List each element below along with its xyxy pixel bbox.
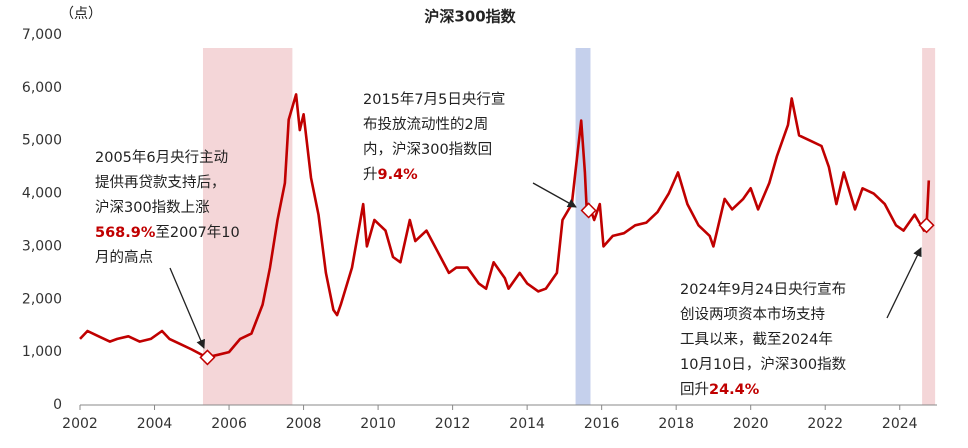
y-tick-label: 3,000 bbox=[22, 238, 62, 254]
x-tick-label: 2014 bbox=[509, 416, 545, 432]
annotation-text: 10月10日，沪深300指数 bbox=[680, 356, 847, 373]
x-tick-label: 2008 bbox=[286, 416, 322, 432]
marker-diamond bbox=[580, 202, 597, 219]
annotation-text: 568.9% bbox=[95, 225, 156, 241]
annotation-line: 创设两项资本市场支持 bbox=[680, 306, 825, 323]
x-tick-label: 2002 bbox=[62, 416, 98, 432]
highlight-span bbox=[575, 48, 591, 405]
annotation-line: 568.9%至2007年10 bbox=[95, 224, 240, 241]
annotation-text: 2015年7月5日央行宣 bbox=[363, 91, 505, 108]
x-tick-label: 2012 bbox=[435, 416, 471, 432]
arrow bbox=[169, 267, 205, 349]
y-unit: （点） bbox=[60, 6, 102, 22]
chart-title: 沪深300指数 bbox=[424, 8, 516, 26]
x-tick-label: 2024 bbox=[882, 416, 918, 432]
annotation-text: 内，沪深300指数回 bbox=[363, 141, 492, 158]
x-tick-label: 2004 bbox=[137, 416, 173, 432]
x-tick-label: 2010 bbox=[360, 416, 396, 432]
annotation-text: 月的高点 bbox=[95, 249, 153, 266]
annotation-line: 提供再贷款支持后， bbox=[95, 174, 226, 191]
y-tick-label: 6,000 bbox=[22, 80, 62, 96]
annotation-line: 2024年9月24日央行宣布 bbox=[680, 281, 846, 298]
annotation-text: 创设两项资本市场支持 bbox=[680, 306, 825, 323]
y-tick-label: 4,000 bbox=[22, 186, 62, 202]
y-tick-label: 2,000 bbox=[22, 291, 62, 307]
annotation-line: 工具以来，截至2024年 bbox=[680, 331, 833, 348]
annotation-text: 提供再贷款支持后， bbox=[95, 174, 226, 191]
annotation-text: 9.4% bbox=[378, 167, 419, 183]
annotation-text: 升 bbox=[363, 166, 378, 183]
y-tick-label: 0 bbox=[53, 397, 62, 413]
arrow bbox=[532, 182, 577, 208]
annotation-line: 沪深300指数上涨 bbox=[95, 199, 210, 216]
annotation-line: 布投放流动性的2周 bbox=[363, 116, 488, 133]
annotation-text: 2005年6月央行主动 bbox=[95, 149, 228, 166]
marker-diamond bbox=[199, 349, 216, 366]
annotation-line: 回升24.4% bbox=[680, 381, 760, 398]
annotation-line: 内，沪深300指数回 bbox=[363, 141, 492, 158]
annotation-line: 2005年6月央行主动 bbox=[95, 149, 228, 166]
annotation-line: 2015年7月5日央行宣 bbox=[363, 91, 505, 108]
index-line bbox=[79, 93, 931, 359]
annotation-line: 月的高点 bbox=[95, 249, 153, 266]
annotation-text: 工具以来，截至2024年 bbox=[680, 331, 833, 348]
marker-diamond bbox=[918, 217, 935, 234]
y-tick-label: 7,000 bbox=[22, 27, 62, 43]
x-tick-label: 2016 bbox=[584, 416, 620, 432]
x-tick-label: 2006 bbox=[211, 416, 247, 432]
annotation-line: 10月10日，沪深300指数 bbox=[680, 356, 847, 373]
y-tick-label: 1,000 bbox=[22, 344, 62, 360]
annotation-text: 布投放流动性的2周 bbox=[363, 116, 488, 133]
annotation-text: 沪深300指数上涨 bbox=[95, 199, 210, 216]
annotation-text: 至2007年10 bbox=[155, 224, 239, 241]
x-tick-label: 2020 bbox=[733, 416, 769, 432]
x-tick-label: 2018 bbox=[658, 416, 694, 432]
x-tick-label: 2022 bbox=[807, 416, 843, 432]
annotation-text: 回升 bbox=[680, 381, 709, 398]
arrow bbox=[886, 247, 922, 319]
annotation-text: 24.4% bbox=[709, 382, 760, 398]
y-tick-label: 5,000 bbox=[22, 133, 62, 149]
annotation-line: 升9.4% bbox=[363, 166, 418, 183]
annotation-text: 2024年9月24日央行宣布 bbox=[680, 281, 846, 298]
